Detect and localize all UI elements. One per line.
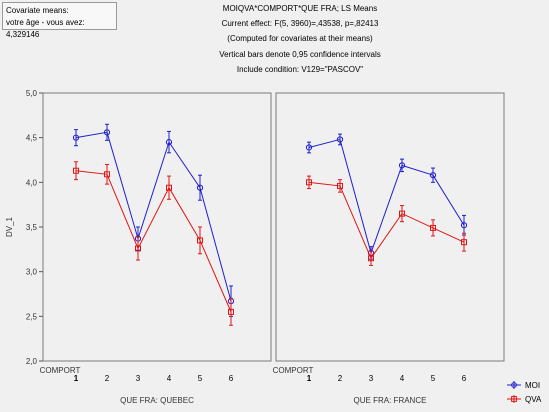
data-point-qva <box>430 224 436 231</box>
data-point-qva <box>337 182 343 189</box>
confidence-note: Vertical bars denote 0,95 confidence int… <box>219 50 381 59</box>
covariate-means-value: votre âge - vous avez: 4,329146 <box>6 18 85 39</box>
data-point-moi <box>72 134 80 141</box>
y-tick-label: 2,0 <box>26 357 38 366</box>
x-tick-label: 4 <box>400 374 405 383</box>
data-point-qva <box>228 308 234 315</box>
y-tick-label: 4,0 <box>26 178 38 187</box>
data-point-qva <box>197 237 203 244</box>
panel-label: QUE FRA: QUEBEC <box>120 396 194 405</box>
x-tick-label: 4 <box>167 374 172 383</box>
data-point-moi <box>196 184 204 191</box>
panel-frame-1 <box>42 92 272 362</box>
data-point-qva <box>368 255 374 262</box>
data-point-moi <box>460 222 468 229</box>
x-tick-label: 2 <box>105 374 110 383</box>
covariates-note: (Computed for covariates at their means) <box>227 34 373 43</box>
series-line-qva <box>75 170 232 313</box>
x-tick-label: 5 <box>198 374 203 383</box>
data-point-qva <box>306 179 312 186</box>
x-tick-label: 6 <box>462 374 467 383</box>
legend-label-moi: MOI <box>525 381 540 390</box>
data-point-qva <box>104 171 110 178</box>
y-axis-label: DV_1 <box>5 216 14 237</box>
x-axis-label: COMPORT <box>273 366 314 375</box>
panel-label: QUE FRA: FRANCE <box>354 396 427 405</box>
data-point-qva <box>399 210 405 217</box>
legend-label-qva: QVA <box>525 395 542 404</box>
x-axis-label: COMPORT <box>40 366 81 375</box>
series-line-moi <box>308 138 465 255</box>
series-line-qva <box>308 181 465 260</box>
legend-marker-moi <box>511 382 517 388</box>
data-point-moi <box>336 136 344 143</box>
panel-frame-2 <box>275 92 505 362</box>
y-tick-label: 2,5 <box>26 312 38 321</box>
x-tick-label: 3 <box>136 374 141 383</box>
data-point-moi <box>305 144 313 151</box>
chart-title: MOIQVA*COMPORT*QUE FRA; LS Means <box>222 4 378 13</box>
covariate-means-title: Covariate means: <box>6 6 69 15</box>
current-effect: Current effect: F(5, 3960)=,43538, p=,82… <box>221 19 379 28</box>
y-tick-label: 4,5 <box>26 134 38 143</box>
data-point-moi <box>398 162 406 169</box>
x-tick-label: 1 <box>307 374 312 383</box>
data-point-moi <box>429 172 437 179</box>
x-tick-label: 6 <box>229 374 234 383</box>
covariate-means-box: Covariate means: votre âge - vous avez: … <box>2 2 117 39</box>
legend-marker-qva <box>511 396 517 402</box>
y-tick-label: 3,5 <box>26 223 38 232</box>
data-point-qva <box>135 245 141 252</box>
y-tick-label: 5,0 <box>26 89 38 98</box>
data-point-qva <box>73 167 79 174</box>
data-point-qva <box>166 184 172 191</box>
series-line-moi <box>75 131 232 302</box>
y-tick-label: 3,0 <box>26 268 38 277</box>
include-condition: Include condition: V129="PASCOV" <box>236 65 364 74</box>
x-tick-label: 5 <box>431 374 436 383</box>
x-tick-label: 3 <box>369 374 374 383</box>
data-point-moi <box>103 129 111 136</box>
x-tick-label: 1 <box>74 374 79 383</box>
data-point-qva <box>461 239 467 246</box>
data-point-moi <box>165 139 173 146</box>
x-tick-label: 2 <box>338 374 343 383</box>
